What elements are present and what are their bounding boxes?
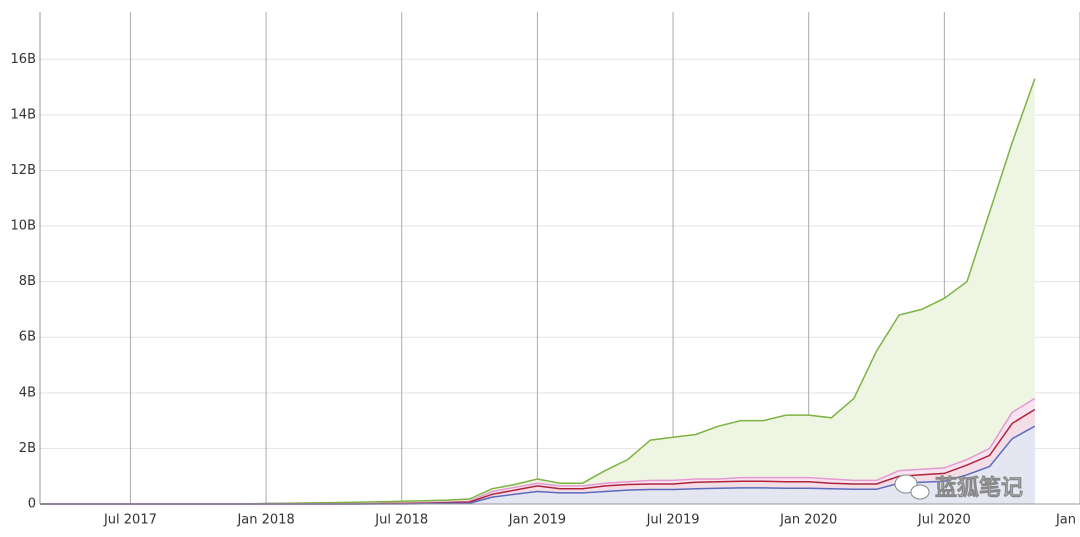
x-tick-label: Jan 2019 bbox=[508, 513, 566, 528]
x-tick-label: Jan bbox=[1055, 513, 1076, 528]
x-tick-label: Jul 2020 bbox=[917, 513, 971, 528]
grid bbox=[40, 12, 1080, 505]
y-tick-label: 8B bbox=[19, 274, 36, 289]
x-tick-label: Jul 2018 bbox=[374, 513, 428, 528]
x-tick-label: Jan 2020 bbox=[779, 513, 837, 528]
area-fill bbox=[40, 426, 1035, 504]
y-tick-label: 4B bbox=[19, 385, 36, 400]
x-tick-label: Jul 2017 bbox=[103, 513, 157, 528]
watermark: 蓝狐笔记 bbox=[935, 475, 1023, 501]
x-tick-label: Jan 2018 bbox=[236, 513, 294, 528]
y-tick-label: 10B bbox=[11, 219, 36, 234]
y-tick-label: 12B bbox=[11, 163, 36, 178]
y-tick-label: 2B bbox=[19, 441, 36, 456]
y-tick-label: 14B bbox=[11, 107, 36, 122]
area-fill bbox=[40, 78, 1035, 504]
y-tick-label: 16B bbox=[11, 52, 36, 67]
y-tick-label: 0 bbox=[28, 497, 36, 512]
watermark-icon bbox=[894, 474, 930, 500]
y-tick-label: 6B bbox=[19, 330, 36, 345]
x-tick-label: Jul 2019 bbox=[646, 513, 700, 528]
